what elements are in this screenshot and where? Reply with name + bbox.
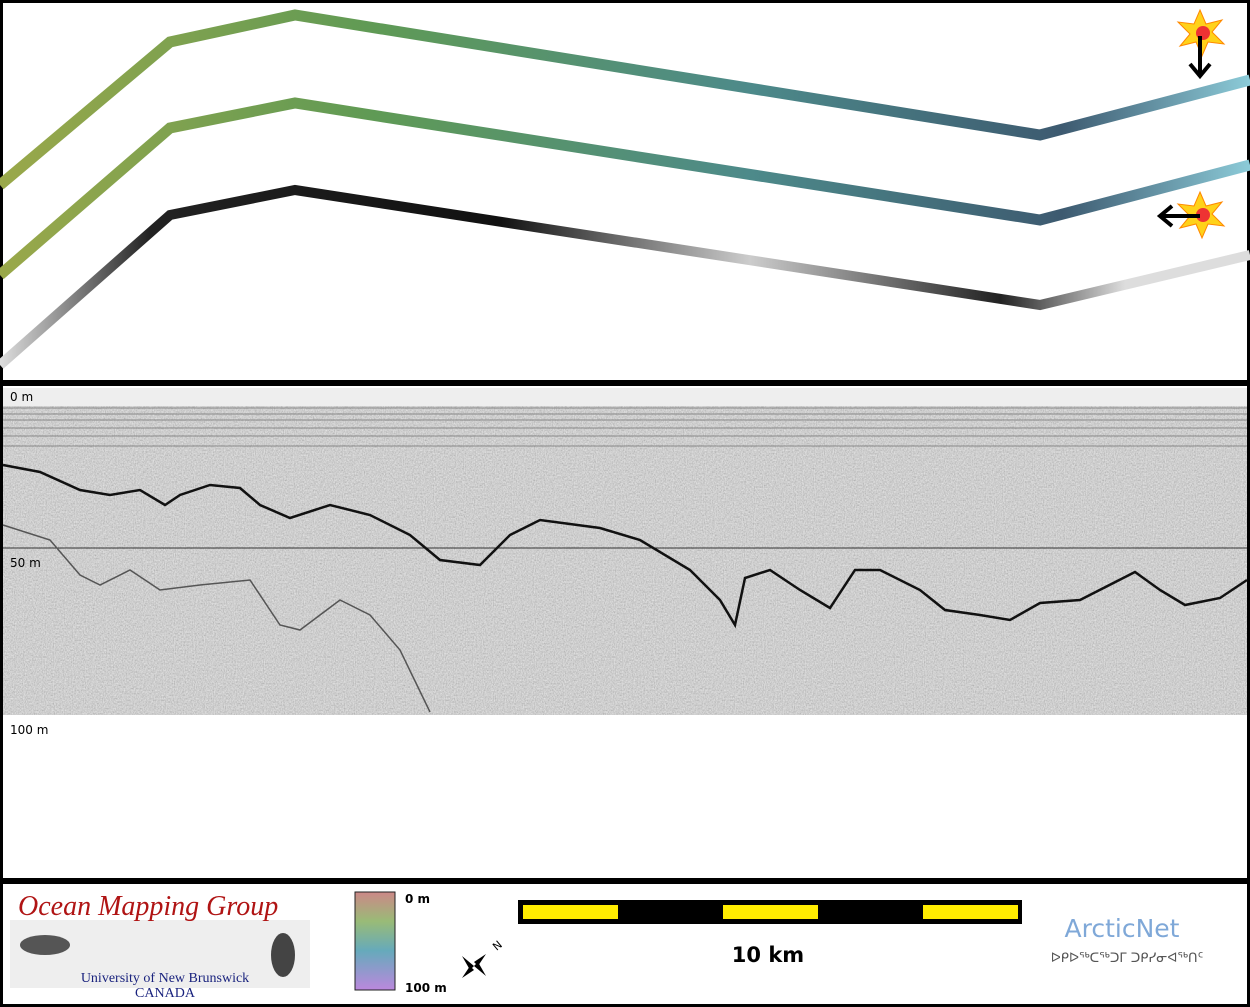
scale-segment xyxy=(723,905,818,919)
swath-line xyxy=(0,184,1250,369)
surface-bands xyxy=(3,407,1247,447)
sun-icon xyxy=(1176,8,1226,80)
colorbar-label: 0 m xyxy=(405,892,430,906)
partner-name: ArcticNet xyxy=(1065,914,1180,943)
depth-label: 50 m xyxy=(10,556,41,570)
colorbar xyxy=(354,891,396,991)
logo-shape xyxy=(271,933,295,977)
swath-line xyxy=(0,97,1250,280)
logo-university: University of New Brunswick xyxy=(81,971,249,986)
logo-title: Ocean Mapping Group xyxy=(18,891,278,922)
logo-image xyxy=(10,920,310,988)
swath-line xyxy=(0,9,1250,190)
logo-shape xyxy=(20,935,70,955)
compass xyxy=(462,954,486,978)
water-column xyxy=(3,388,1247,406)
logo-country: CANADA xyxy=(135,986,196,1001)
scale-segment xyxy=(923,905,1018,919)
depth-label: 0 m xyxy=(10,390,33,404)
multiple xyxy=(2,524,431,713)
scale-label: 10 km xyxy=(732,943,804,967)
colorbar-label: 100 m xyxy=(405,981,447,995)
seafloor xyxy=(2,463,1248,629)
sonar-noise xyxy=(3,406,1247,715)
sun-icon xyxy=(1156,190,1226,240)
scale-segment xyxy=(523,905,618,919)
partner-syllabics: ᐅᑭᐅᖅᑕᖅᑐᒥ ᑐᑭᓯᓂᐊᖅᑎᑦ xyxy=(1051,951,1203,966)
depth-label: 100 m xyxy=(10,723,48,737)
swath-panel xyxy=(3,3,1247,380)
